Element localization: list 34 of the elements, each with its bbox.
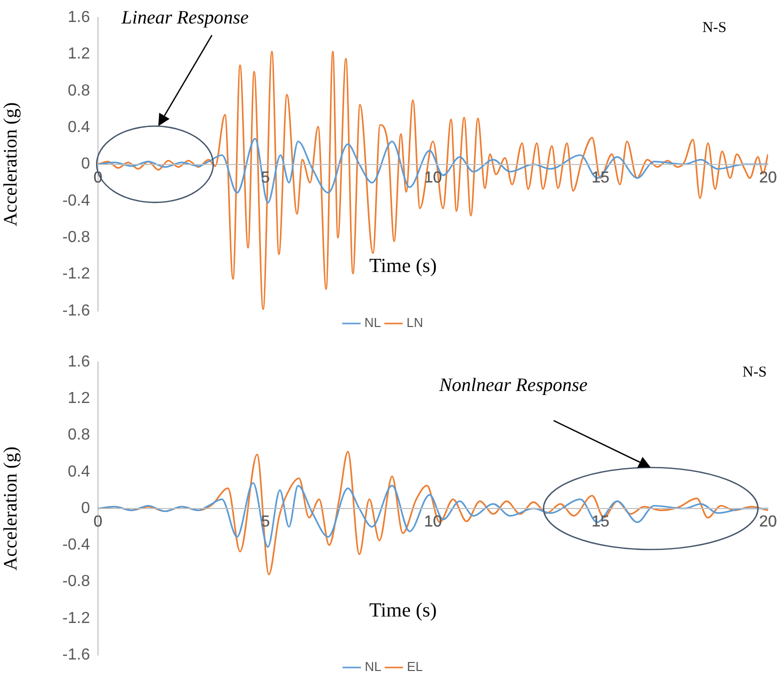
y-tick-label: 0.8: [68, 82, 90, 100]
legend-label: EL: [406, 659, 423, 674]
x-axis-title: Time (s): [369, 255, 437, 278]
y-tick-label: -1.2: [62, 266, 90, 283]
y-tick-label: 1.2: [68, 390, 90, 408]
y-tick-label: -0.8: [62, 573, 90, 590]
y-tick-label: -1.6: [62, 646, 90, 664]
x-tick-label: 10: [424, 514, 442, 531]
annotation: Nonlnear Response: [438, 375, 588, 396]
annotation: Linear Response: [120, 7, 249, 28]
y-tick-label: -0.4: [62, 192, 90, 210]
legend-label: NL: [364, 659, 382, 674]
legend-label: LN: [406, 315, 424, 330]
y-tick-label: -0.8: [62, 229, 90, 246]
y-axis-title: Acceleration (g): [0, 102, 22, 226]
x-tick-label: 0: [94, 514, 103, 531]
y-tick-label: -1.2: [62, 610, 90, 627]
annotation: N-S: [742, 364, 767, 380]
x-tick-label: 20: [759, 514, 777, 531]
y-tick-label: 0.4: [68, 463, 90, 480]
y-tick-label: 0: [81, 156, 90, 173]
y-axis-title: Acceleration (g): [0, 446, 22, 570]
annotation: N-S: [702, 20, 726, 36]
x-axis-title: Time (s): [369, 599, 437, 622]
y-tick-label: 0: [81, 500, 90, 517]
y-tick-label: 0.4: [68, 119, 90, 136]
y-tick-label: 1.2: [68, 46, 90, 63]
y-tick-label: 0.8: [68, 426, 90, 444]
legend-label: NL: [364, 315, 382, 330]
x-tick-label: 20: [759, 169, 777, 186]
y-tick-label: -0.4: [62, 536, 90, 554]
y-tick-label: 1.6: [68, 353, 90, 370]
y-tick-label: 1.6: [68, 9, 90, 26]
y-tick-label: -1.6: [62, 302, 90, 320]
